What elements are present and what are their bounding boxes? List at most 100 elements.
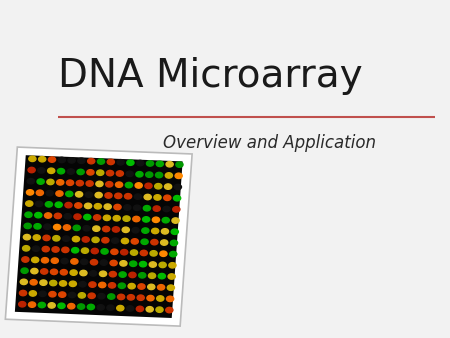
- Circle shape: [65, 202, 72, 208]
- Circle shape: [125, 183, 132, 188]
- Circle shape: [127, 295, 135, 300]
- Circle shape: [24, 223, 32, 228]
- Circle shape: [168, 274, 175, 279]
- Circle shape: [174, 195, 181, 201]
- Circle shape: [95, 192, 102, 198]
- Circle shape: [35, 213, 42, 218]
- Circle shape: [26, 201, 33, 206]
- Circle shape: [28, 302, 36, 307]
- Circle shape: [31, 268, 38, 274]
- Circle shape: [113, 216, 120, 221]
- Circle shape: [130, 261, 137, 266]
- Circle shape: [73, 225, 80, 231]
- Circle shape: [88, 293, 95, 298]
- Circle shape: [116, 171, 123, 176]
- Circle shape: [87, 304, 94, 310]
- Circle shape: [90, 271, 97, 276]
- Circle shape: [36, 201, 43, 207]
- Circle shape: [105, 193, 112, 198]
- Circle shape: [83, 225, 90, 231]
- Circle shape: [122, 238, 129, 244]
- Circle shape: [39, 291, 46, 296]
- Circle shape: [18, 301, 26, 307]
- Circle shape: [169, 263, 176, 268]
- Circle shape: [112, 238, 119, 243]
- Circle shape: [69, 281, 76, 287]
- Circle shape: [155, 184, 162, 189]
- Polygon shape: [5, 147, 192, 326]
- Circle shape: [175, 173, 182, 178]
- Circle shape: [143, 217, 150, 222]
- Circle shape: [99, 271, 107, 276]
- Circle shape: [86, 181, 93, 186]
- Circle shape: [146, 307, 153, 312]
- Circle shape: [107, 305, 114, 310]
- Circle shape: [108, 283, 116, 288]
- Circle shape: [172, 218, 179, 223]
- Circle shape: [130, 250, 138, 255]
- Circle shape: [101, 249, 108, 254]
- Circle shape: [107, 170, 113, 176]
- Circle shape: [144, 194, 151, 200]
- Circle shape: [165, 173, 172, 178]
- Circle shape: [81, 259, 88, 265]
- Circle shape: [109, 271, 117, 277]
- Circle shape: [107, 159, 114, 165]
- Circle shape: [147, 295, 154, 301]
- Circle shape: [68, 292, 76, 298]
- Circle shape: [97, 305, 104, 310]
- Circle shape: [124, 205, 131, 210]
- Circle shape: [171, 229, 178, 235]
- Circle shape: [88, 159, 95, 164]
- Circle shape: [125, 194, 132, 199]
- Circle shape: [126, 171, 133, 176]
- Circle shape: [60, 269, 68, 275]
- Circle shape: [45, 213, 52, 218]
- Circle shape: [111, 249, 118, 255]
- Circle shape: [97, 159, 104, 164]
- Circle shape: [99, 282, 106, 288]
- Circle shape: [96, 181, 103, 187]
- Circle shape: [158, 285, 165, 290]
- Circle shape: [142, 228, 149, 233]
- Circle shape: [57, 180, 64, 185]
- Circle shape: [170, 251, 177, 257]
- Circle shape: [165, 184, 171, 189]
- Circle shape: [137, 295, 144, 300]
- Circle shape: [146, 172, 153, 177]
- Circle shape: [38, 168, 45, 173]
- Circle shape: [104, 215, 111, 221]
- Circle shape: [37, 179, 44, 184]
- Circle shape: [123, 216, 130, 221]
- Circle shape: [72, 247, 79, 253]
- Text: DNA Microarray: DNA Microarray: [58, 57, 363, 95]
- Circle shape: [79, 282, 86, 287]
- Circle shape: [38, 302, 45, 308]
- Circle shape: [80, 270, 87, 276]
- Circle shape: [50, 269, 58, 274]
- Circle shape: [121, 249, 128, 255]
- Circle shape: [166, 296, 174, 301]
- Circle shape: [62, 247, 69, 252]
- Circle shape: [68, 158, 75, 163]
- Circle shape: [160, 251, 167, 257]
- Circle shape: [48, 303, 55, 308]
- Circle shape: [55, 202, 62, 208]
- Circle shape: [116, 182, 123, 187]
- Circle shape: [67, 180, 74, 186]
- Circle shape: [156, 307, 163, 312]
- Circle shape: [159, 262, 166, 268]
- Circle shape: [58, 157, 65, 163]
- Circle shape: [89, 282, 96, 287]
- Circle shape: [25, 212, 32, 217]
- Circle shape: [49, 291, 56, 297]
- Circle shape: [127, 160, 134, 165]
- Circle shape: [66, 191, 73, 197]
- Circle shape: [27, 190, 34, 195]
- Circle shape: [23, 235, 31, 240]
- Circle shape: [153, 217, 160, 222]
- Circle shape: [129, 272, 136, 277]
- Circle shape: [149, 262, 157, 267]
- Circle shape: [152, 228, 159, 234]
- Circle shape: [163, 206, 170, 212]
